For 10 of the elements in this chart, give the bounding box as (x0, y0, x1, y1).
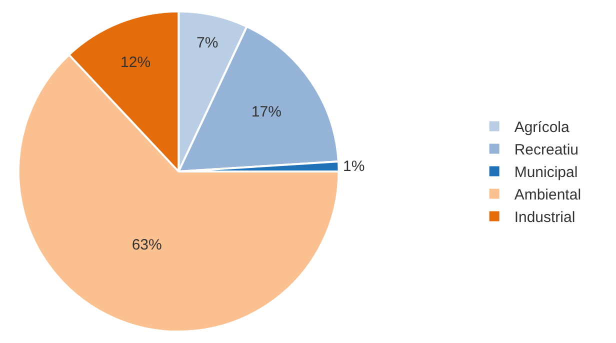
legend-label: Agrícola (514, 119, 570, 136)
legend-label: Recreatiu (514, 142, 579, 159)
legend-label: Municipal (514, 164, 578, 182)
data-label: 17% (251, 103, 282, 120)
legend-label: Industrial (514, 209, 576, 226)
legend-label: Ambiental (514, 186, 582, 204)
data-label: 7% (196, 34, 218, 52)
data-label: 63% (132, 236, 162, 254)
data-label: 1% (342, 158, 365, 175)
data-label: 12% (120, 54, 151, 72)
